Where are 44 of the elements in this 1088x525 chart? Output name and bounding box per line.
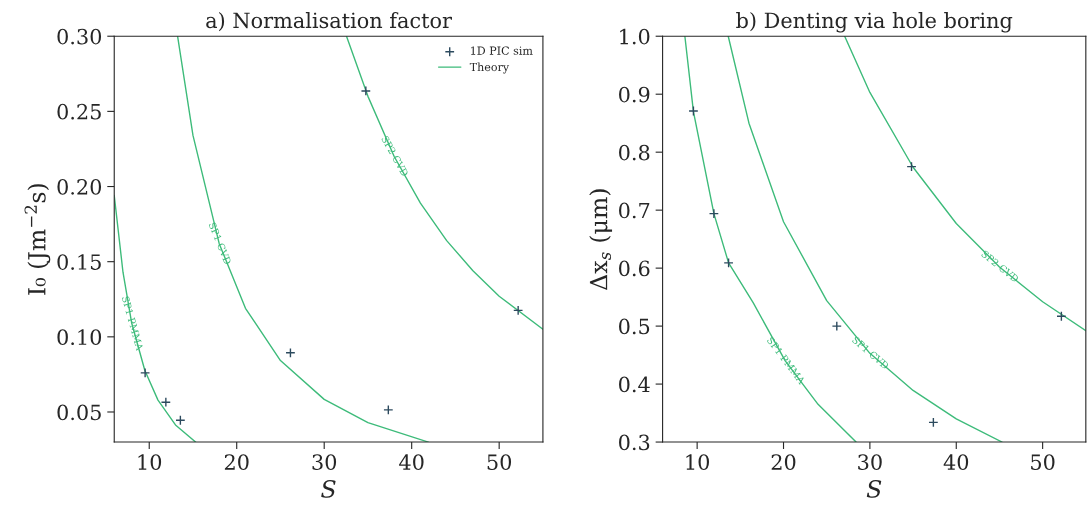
point bbox=[383, 404, 394, 415]
chart-title: a) Normalisation factor bbox=[206, 12, 452, 32]
line-series bbox=[843, 36, 1086, 332]
y-tick-label: 0.5 bbox=[619, 318, 650, 335]
legend-label: 1D PIC sim bbox=[471, 46, 533, 55]
y-axis-title: Δx$_{s}$ (μm) bbox=[589, 189, 613, 290]
y-tick-label: 0.3 bbox=[619, 434, 650, 451]
legend-label: Theory bbox=[469, 62, 510, 74]
point bbox=[140, 367, 151, 378]
annotation: SP2 CVD bbox=[381, 135, 409, 177]
point bbox=[513, 305, 524, 316]
x-tick-label: 30 bbox=[858, 454, 882, 470]
x-axis-title: S bbox=[866, 479, 882, 498]
point bbox=[360, 85, 371, 97]
point bbox=[688, 105, 699, 117]
chart-title: b) Denting via hole boring bbox=[736, 12, 1013, 33]
point bbox=[831, 321, 842, 332]
y-tick-label: 0.7 bbox=[619, 202, 650, 219]
y-tick-label: 0.30 bbox=[57, 28, 102, 45]
x-tick-label: 50 bbox=[1031, 454, 1055, 470]
x-tick-label: 30 bbox=[312, 454, 337, 470]
x-tick-label: 50 bbox=[487, 454, 512, 470]
point bbox=[723, 257, 734, 268]
y-tick-label: 0.05 bbox=[57, 404, 101, 421]
y-tick-label: 0.20 bbox=[57, 178, 102, 195]
x-tick-label: 20 bbox=[224, 454, 249, 470]
y-tick-label: 0.9 bbox=[619, 86, 650, 103]
x-tick-label: 10 bbox=[686, 454, 710, 470]
line-series bbox=[345, 36, 543, 331]
y-tick-label: 0.6 bbox=[619, 260, 650, 277]
point bbox=[160, 397, 171, 408]
y-axis-title: I₀ (Jm$^{−2}$s) bbox=[24, 184, 51, 295]
y-tick-label: 0.25 bbox=[57, 103, 101, 120]
y-tick-label: 0.4 bbox=[619, 376, 650, 393]
y-tick-label: 0.8 bbox=[619, 144, 650, 161]
x-tick-label: 40 bbox=[943, 454, 969, 470]
point bbox=[708, 208, 719, 219]
x-tick-label: 10 bbox=[138, 454, 162, 470]
y-tick-label: 1.0 bbox=[620, 28, 650, 45]
x-axis-title: S bbox=[321, 479, 336, 498]
x-tick-label: 40 bbox=[399, 454, 424, 470]
y-tick-label: 0.15 bbox=[57, 254, 101, 270]
y-tick-label: 0.10 bbox=[57, 329, 102, 346]
x-tick-label: 20 bbox=[771, 454, 796, 470]
